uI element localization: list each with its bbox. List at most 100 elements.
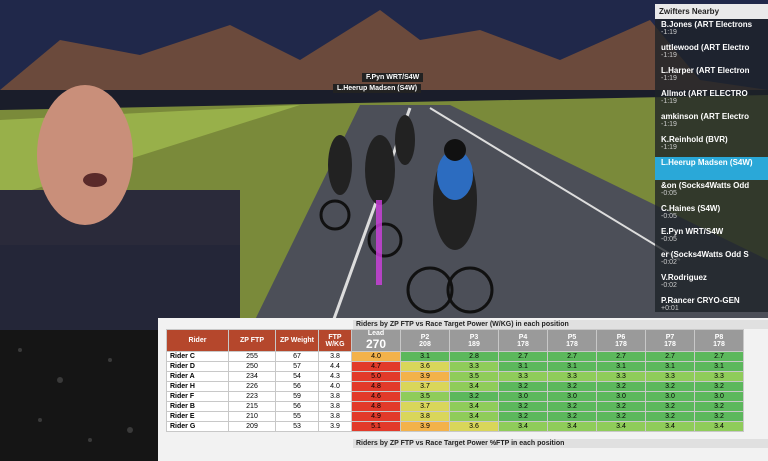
gap: -1:19 (661, 52, 677, 59)
gap: -1:19 (661, 75, 677, 82)
cell: 55 (275, 411, 319, 422)
cell: 3.0 (694, 391, 744, 402)
table-row: Rider F 223 59 3.8 4.6 3.5 3.2 3.0 3.0 3.0 3.0 3.0 (166, 391, 744, 402)
header-text: P4 (518, 333, 528, 341)
cell: 3.6 (400, 361, 450, 372)
cell: 3.4 (596, 421, 646, 432)
column-header: P3 189 (449, 329, 499, 352)
cell: Rider F (166, 391, 229, 402)
cell: 5.0 (351, 371, 401, 382)
cell: 3.2 (498, 401, 548, 412)
cell: 3.3 (449, 361, 499, 372)
cell: Rider D (166, 361, 229, 372)
cell: 3.2 (498, 381, 548, 392)
cell: 3.2 (596, 381, 646, 392)
rider-name: L.Heerup Madsen (S4W) (661, 158, 753, 167)
cell: 3.0 (498, 391, 548, 402)
header-text: ZP Weight (280, 337, 314, 344)
cell: Rider A (166, 371, 229, 382)
header-text: P8 (714, 333, 724, 341)
cell: 57 (275, 361, 319, 372)
header-text: P2 (420, 333, 430, 341)
cell: 2.7 (694, 351, 744, 362)
rider-name: V.Rodriguez (661, 273, 707, 282)
cell: 3.5 (400, 391, 450, 402)
nearby-row: V.Rodriguez -0:02 (655, 272, 768, 295)
column-header: FTP W/KG (318, 329, 352, 352)
cell: 4.7 (351, 361, 401, 372)
cell: 2.7 (498, 351, 548, 362)
cell: 4.8 (351, 381, 401, 392)
column-header: P2 208 (400, 329, 450, 352)
cell: 3.4 (449, 381, 499, 392)
cell: Rider G (166, 421, 229, 432)
cell: 3.3 (645, 371, 695, 382)
rider-name: B.Jones (ART Electrons (661, 20, 753, 29)
cell: 3.7 (400, 401, 450, 412)
cell: 210 (228, 411, 276, 422)
cell: 3.2 (694, 411, 744, 422)
rider-name: E.Pyn WRT/S4W (661, 227, 724, 236)
nearby-row: Allmot (ART ELECTRO -1:19 (655, 88, 768, 111)
nearby-row: B.Jones (ART Electrons -1:19 (655, 19, 768, 42)
column-header: Lead 270 (351, 329, 401, 352)
table-row: Rider A 234 54 4.3 5.0 3.9 3.5 3.3 3.3 3.3 3.3 3.3 (166, 371, 744, 382)
rider-name: C.Haines (S4W) (661, 204, 721, 213)
column-header: Rider (166, 329, 229, 352)
cell: 3.4 (449, 401, 499, 412)
cell: 3.2 (596, 411, 646, 422)
cell: 3.3 (498, 371, 548, 382)
table-row: Rider H 226 56 4.0 4.8 3.7 3.4 3.2 3.2 3.2 3.2 3.2 (166, 381, 744, 392)
nearby-row: P.Rancer CRYO-GEN +0:01 (655, 295, 768, 318)
cell: 250 (228, 361, 276, 372)
cell: 3.8 (400, 411, 450, 422)
header-text: P5 (567, 333, 577, 341)
cell: 67 (275, 351, 319, 362)
target-power: 208 (419, 340, 431, 348)
table-title: Riders by ZP FTP vs Race Target Power (W… (353, 320, 768, 329)
cell: 3.4 (498, 421, 548, 432)
cell: 3.8 (318, 411, 352, 422)
cell: 3.1 (547, 361, 597, 372)
gap: -1:19 (661, 121, 677, 128)
spreadsheet: Riders by ZP FTP vs Race Target Power (W… (158, 318, 768, 461)
cell: 56 (275, 401, 319, 412)
cell: 3.3 (596, 371, 646, 382)
cell: 4.9 (351, 411, 401, 422)
target-power: 178 (566, 340, 578, 348)
cell: 3.5 (449, 371, 499, 382)
cell: 209 (228, 421, 276, 432)
cell: 226 (228, 381, 276, 392)
table-row: Rider B 215 56 3.8 4.8 3.7 3.4 3.2 3.2 3.2 3.2 3.2 (166, 401, 744, 412)
gap: -0:05 (661, 236, 677, 243)
column-header: P6 178 (596, 329, 646, 352)
rider-name: L.Harper (ART Electron (661, 66, 750, 75)
cell: 3.3 (694, 371, 744, 382)
cell: 3.9 (318, 421, 352, 432)
column-header: P7 178 (645, 329, 695, 352)
gap: -1:19 (661, 98, 677, 105)
cell: 4.4 (318, 361, 352, 372)
cell: Rider H (166, 381, 229, 392)
cell: 2.8 (449, 351, 499, 362)
cell: 3.2 (645, 401, 695, 412)
cell: 255 (228, 351, 276, 362)
cell: 59 (275, 391, 319, 402)
gap: -0:05 (661, 213, 677, 220)
cell: 54 (275, 371, 319, 382)
cell: 3.2 (547, 401, 597, 412)
cell: 2.7 (547, 351, 597, 362)
header-text: P6 (616, 333, 626, 341)
cell: Rider C (166, 351, 229, 362)
cell: 234 (228, 371, 276, 382)
table-row: Rider G 209 53 3.9 5.1 3.9 3.6 3.4 3.4 3.4 3.4 3.4 (166, 421, 744, 432)
cell: 3.9 (400, 371, 450, 382)
cell: 3.8 (318, 401, 352, 412)
cell: 3.0 (547, 391, 597, 402)
nearby-row: K.Reinhold (BVR) -1:19 (655, 134, 768, 157)
gap: -0:05 (661, 190, 677, 197)
cell: 53 (275, 421, 319, 432)
column-header: ZP Weight (275, 329, 319, 352)
rider-name: Allmot (ART ELECTRO (661, 89, 748, 98)
